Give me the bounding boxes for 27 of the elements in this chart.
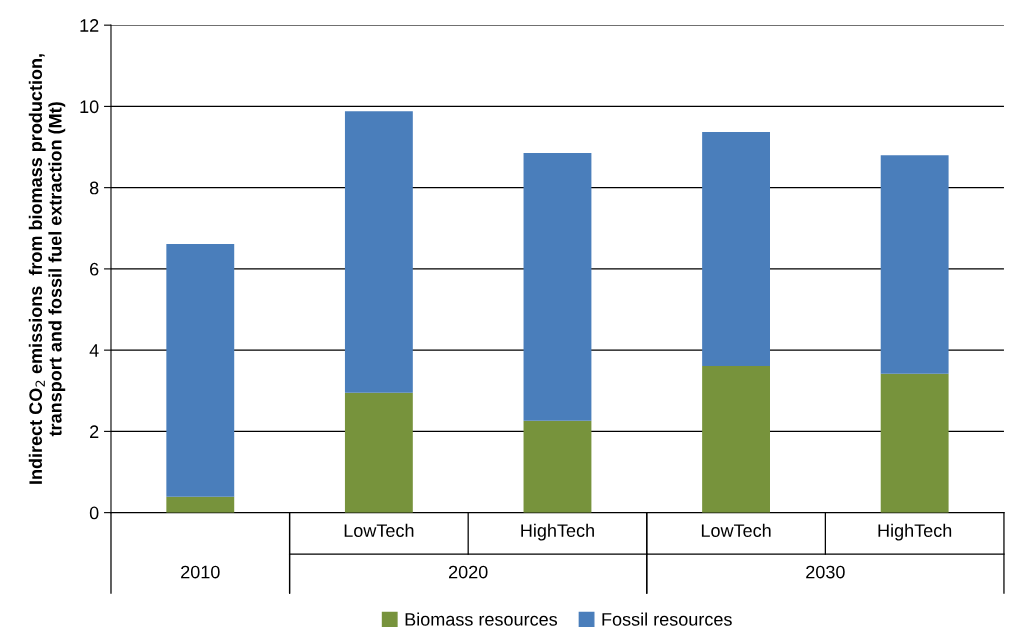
bar bbox=[702, 365, 770, 513]
y-tick-label: 8 bbox=[89, 181, 99, 195]
x-tick-label: LowTech bbox=[344, 523, 414, 537]
text: 2030 bbox=[806, 565, 845, 579]
bar bbox=[166, 496, 235, 513]
y-tick-label: 10 bbox=[80, 100, 99, 114]
bar bbox=[344, 392, 413, 513]
bar bbox=[702, 132, 770, 366]
bar bbox=[880, 155, 949, 374]
y-tick-label: 0 bbox=[89, 506, 99, 520]
text: 2020 bbox=[449, 565, 488, 579]
x-tick-label: HighTech bbox=[521, 523, 594, 541]
y-tick-label: 6 bbox=[90, 262, 99, 276]
bar bbox=[523, 420, 592, 513]
bar bbox=[344, 111, 413, 393]
y-tick-label: 12 bbox=[80, 19, 99, 32]
y-axis-title: Indirect CO$_{2}$ emissions from biomass production, transport and fossil fuel extraction (Mt) bbox=[28, 54, 66, 484]
bar bbox=[523, 153, 592, 421]
bar bbox=[166, 244, 235, 497]
text: 2010 bbox=[181, 565, 220, 579]
x-tick-label: HighTech bbox=[878, 523, 952, 541]
y-tick-label: 4 bbox=[89, 344, 99, 357]
legend-label: Fossil resources bbox=[602, 612, 732, 626]
bar bbox=[880, 373, 949, 513]
legend-label: Biomass resources bbox=[405, 612, 558, 626]
y-tick-label: 2 bbox=[90, 425, 99, 438]
x-tick-label: LowTech bbox=[701, 523, 771, 537]
